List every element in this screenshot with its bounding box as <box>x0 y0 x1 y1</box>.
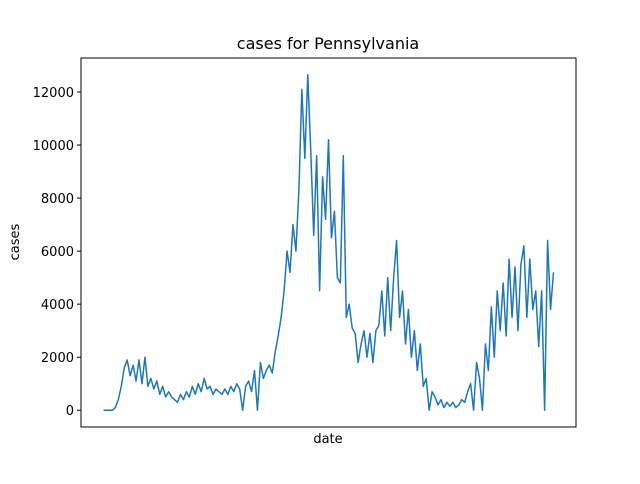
y-axis-label: cases <box>8 223 23 260</box>
y-tick-label: 8000 <box>41 192 74 207</box>
y-tick-label: 0 <box>66 404 74 419</box>
x-axis-label: date <box>313 432 342 447</box>
y-tick-label: 12000 <box>33 86 74 101</box>
y-tick-label: 6000 <box>41 245 74 260</box>
y-tick-label: 2000 <box>41 351 74 366</box>
chart-title: cases for Pennsylvania <box>237 34 419 53</box>
y-tick-label: 10000 <box>33 139 74 154</box>
y-tick-label: 4000 <box>41 298 74 313</box>
data-line <box>103 74 555 411</box>
plot-frame <box>80 57 577 428</box>
